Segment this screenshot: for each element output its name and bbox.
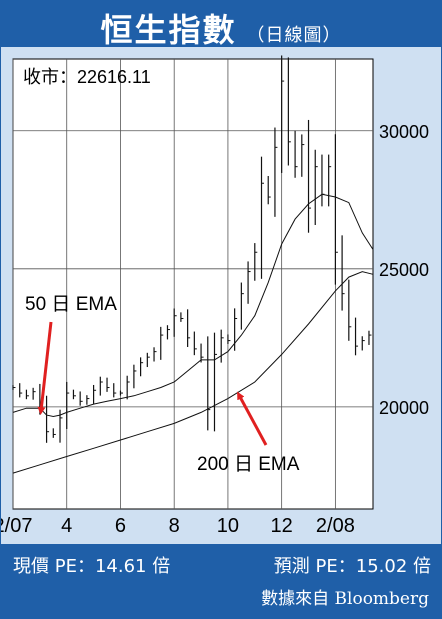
ema50-arrow: [37, 321, 53, 415]
pe-forecast: 預測 PE：15.02 倍: [273, 556, 431, 577]
y-tick-label: 25000: [379, 260, 429, 280]
y-tick-label: 20000: [379, 398, 429, 418]
header-bar: 恒生指數 （日線圖）: [1, 1, 441, 49]
chart-area: 20000 25000 30000 2/07 4 6 8 10 12 2/08 收市：22616.…: [1, 47, 441, 544]
x-tick-label: 8: [169, 515, 180, 537]
ema200-line: [12, 271, 374, 474]
chart-title: 恒生指數: [100, 11, 237, 49]
ema50-line: [12, 193, 374, 418]
ema200-label: 200 日 EMA: [197, 454, 300, 475]
ema50-label: 50 日 EMA: [25, 294, 117, 315]
chart-subtitle: （日線圖）: [246, 25, 342, 46]
x-tick-label: 12: [271, 515, 293, 537]
x-tick-label: 4: [61, 515, 72, 537]
ema200-arrow: [237, 391, 268, 446]
close-value-label: 收市：22616.11: [23, 67, 151, 87]
chart-title-block: 恒生指數 （日線圖）: [1, 5, 441, 51]
y-tick-label: 30000: [379, 122, 429, 142]
index-chart: 20000 25000 30000 2/07 4 6 8 10 12 2/08 收市：22616.…: [1, 55, 429, 537]
x-tick-label: 10: [217, 515, 239, 537]
footer-bar: 現價 PE：14.61 倍 預測 PE：15.02 倍 數據來自 Bloombe…: [1, 544, 441, 618]
x-tick-label: 6: [115, 515, 126, 537]
data-source: 數據來自 Bloomberg: [261, 589, 429, 609]
plot-area: [12, 58, 374, 510]
x-tick-label: 2/08: [316, 515, 355, 537]
x-tick-label: 2/07: [1, 515, 32, 537]
pe-current: 現價 PE：14.61 倍: [13, 556, 171, 577]
